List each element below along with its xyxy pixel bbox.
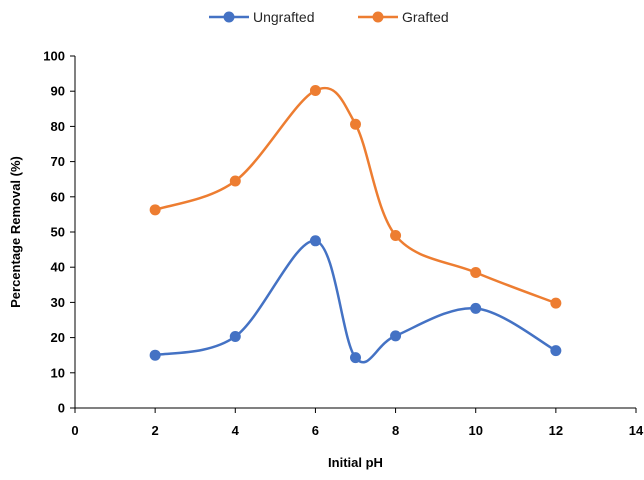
y-tick-label: 90: [51, 84, 65, 99]
data-point-ungrafted: [470, 302, 482, 314]
y-tick-label: 100: [43, 49, 65, 64]
y-tick-label: 80: [51, 119, 65, 134]
data-point-ungrafted: [550, 345, 562, 357]
y-tick-label: 40: [51, 260, 65, 275]
x-tick-label: 12: [549, 423, 563, 438]
y-tick-label: 70: [51, 154, 65, 169]
data-point-ungrafted: [229, 331, 241, 343]
legend-label-ungrafted: Ungrafted: [253, 9, 314, 25]
y-tick-label: 60: [51, 189, 65, 204]
data-point-ungrafted: [390, 330, 402, 342]
x-tick-label: 6: [312, 423, 319, 438]
data-point-ungrafted: [309, 235, 321, 247]
y-axis-title: Percentage Removal (%): [8, 156, 23, 308]
data-point-grafted: [550, 297, 562, 309]
legend-marker-ungrafted: [223, 11, 235, 23]
data-point-grafted: [229, 175, 241, 187]
legend-label-grafted: Grafted: [402, 9, 449, 25]
x-tick-label: 8: [392, 423, 399, 438]
data-point-ungrafted: [149, 349, 161, 361]
legend-marker-grafted: [372, 11, 384, 23]
series-layer: [149, 84, 562, 364]
data-point-ungrafted: [350, 352, 361, 364]
data-point-grafted: [350, 118, 361, 130]
x-tick-label: 14: [629, 423, 644, 438]
axes: 0 10 20 30 40 50 60 70 80 90 100 0 2 4 6 8 10 12 14: [43, 49, 644, 439]
x-tick-label: 10: [468, 423, 482, 438]
x-tick-label: 4: [232, 423, 240, 438]
data-point-grafted: [309, 84, 321, 96]
x-tick-label: 2: [152, 423, 159, 438]
x-tick-label: 0: [71, 423, 78, 438]
y-tick-label: 10: [51, 365, 65, 380]
legend-item-grafted: Grafted: [358, 9, 449, 25]
legend: Ungrafted Grafted: [209, 9, 449, 25]
y-tick-label: 50: [51, 225, 65, 240]
y-tick-label: 0: [58, 401, 65, 416]
x-axis-title: Initial pH: [328, 455, 383, 470]
y-tick-label: 20: [51, 330, 65, 345]
data-point-grafted: [390, 230, 402, 242]
series-line-ungrafted: [153, 239, 558, 364]
y-tick-label: 30: [51, 295, 65, 310]
data-point-grafted: [149, 204, 161, 216]
data-point-grafted: [470, 266, 482, 278]
legend-item-ungrafted: Ungrafted: [209, 9, 314, 25]
